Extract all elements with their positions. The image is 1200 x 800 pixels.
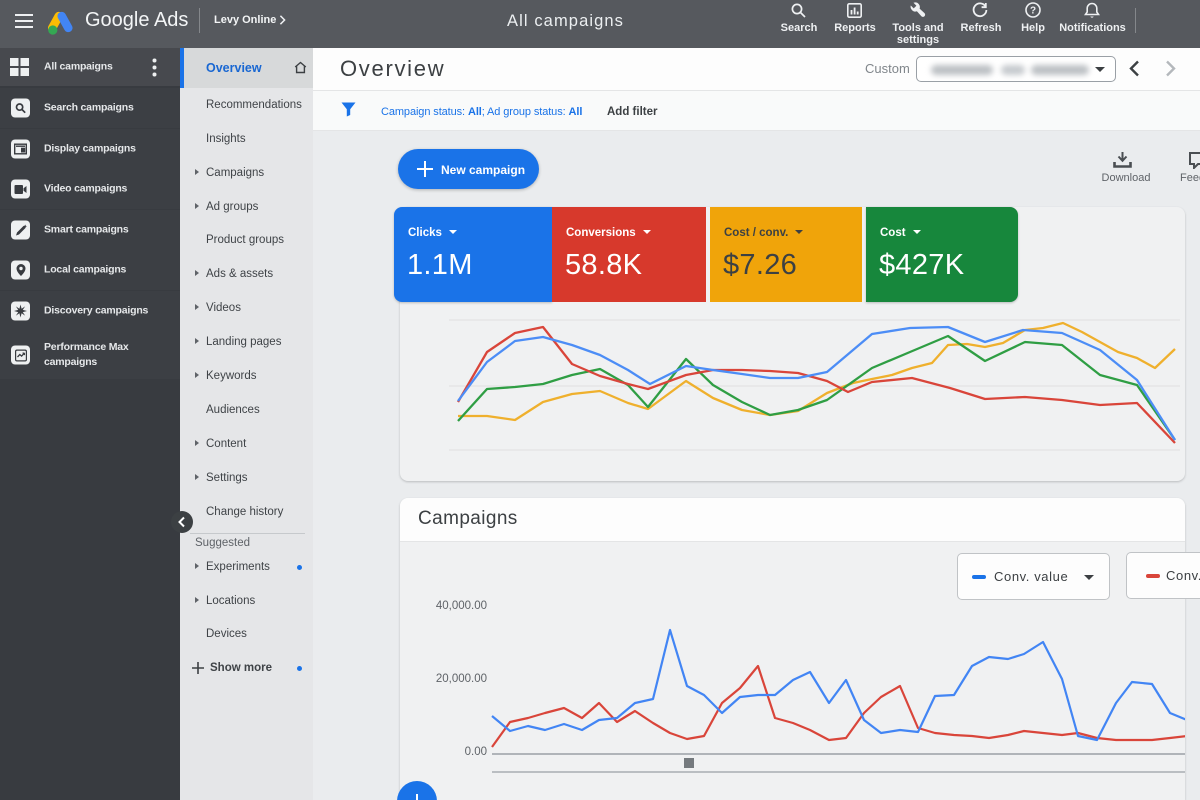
svg-text:?: ? [1030,6,1036,17]
